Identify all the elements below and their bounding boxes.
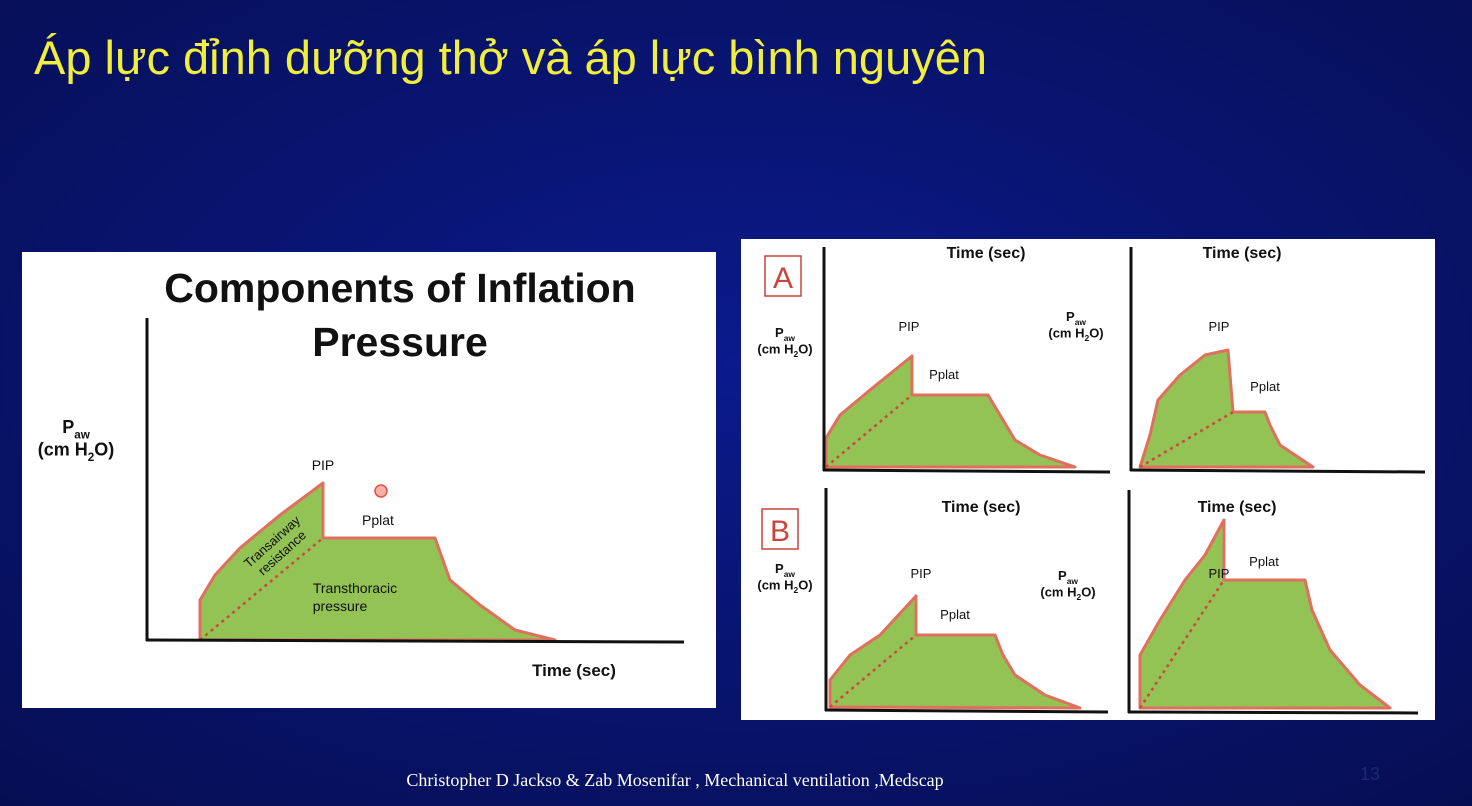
x-label: Time (sec) [942,499,1021,516]
y-label-symbol: Paw [62,417,91,441]
pplat-label: Pplat [1249,554,1279,569]
text-part: P [1066,309,1075,324]
right-panel [741,239,1435,720]
pressure-curve [198,481,557,642]
text-part: O) [1081,584,1095,599]
x-axis [824,708,1109,714]
thoracic-label: pressure [313,598,368,614]
dotted-line [825,394,913,468]
pressure-curve [1138,348,1315,469]
cursor-dot [374,484,388,498]
pressure-curve [1138,518,1392,710]
text-part: 2 [88,451,95,464]
text-part: O) [798,341,812,356]
pip-label: PIP [899,319,920,334]
slide-title: Áp lực đỉnh dưỡng thở và áp lực bình ngu… [34,31,987,84]
x-axis [1127,710,1419,715]
text-part: (cm H [757,577,793,592]
pressure-curve [828,594,1082,710]
text-part: P [1058,568,1067,583]
letter-box [761,508,799,550]
text-part: O) [94,440,114,460]
x-axis [1129,468,1426,474]
text-part: P [775,561,784,576]
text-part: 2 [1084,333,1089,343]
text-part: 2 [793,349,798,359]
text-part: aw [784,569,796,579]
text-part: 2 [1076,592,1081,602]
letter-box [764,255,802,297]
text-part: (cm H [38,440,88,460]
panel-title: Pressure [312,319,488,365]
pplat-label: Pplat [940,607,970,622]
y-label-unit: (cm H2O) [38,440,115,464]
pip-label: PIP [1209,566,1230,581]
text-part: (cm H [1040,584,1076,599]
thoracic-label: Transthoracic [313,580,397,596]
x-label: Time (sec) [532,661,616,680]
y-label-symbol: Paw [1058,568,1078,586]
text-part: (cm H [1048,325,1084,340]
text-part: P [775,325,784,340]
text-part: aw [74,428,91,441]
pressure-curve [824,354,1077,469]
x-label: Time (sec) [1203,245,1282,262]
y-label-symbol: Paw [775,325,795,343]
y-label-unit: (cm H2O) [757,577,812,595]
x-axis [822,468,1111,474]
dotted-line [829,634,917,708]
slide-number: 13 [1360,764,1380,784]
x-axis [145,638,685,644]
panel-title: Components of Inflation [164,265,635,311]
text-part: aw [1075,317,1087,327]
x-label: Time (sec) [947,245,1026,262]
x-label: Time (sec) [1198,499,1277,516]
y-label-symbol: Paw [1066,309,1086,327]
y-label-unit: (cm H2O) [1048,325,1103,343]
row-letter: A [773,262,793,295]
pip-label: PIP [1209,319,1230,334]
text-part: P [62,417,74,437]
citation: Christopher D Jackso & Zab Mosenifar , M… [406,770,943,790]
y-label-unit: (cm H2O) [757,341,812,359]
pplat-label: Pplat [1250,379,1280,394]
dotted-line [1138,579,1226,709]
y-label-unit: (cm H2O) [1040,584,1095,602]
y-label-symbol: Paw [775,561,795,579]
text-part: O) [798,577,812,592]
pplat-label: Pplat [929,367,959,382]
text-part: 2 [793,585,798,595]
pip-label: PIP [911,566,932,581]
dotted-line [199,537,324,641]
text-part: O) [1089,325,1103,340]
pplat-label: Pplat [362,512,394,528]
text-part: aw [1067,576,1079,586]
text-part: (cm H [757,341,793,356]
pip-label: PIP [312,457,335,473]
row-letter: B [770,515,790,548]
text-part: aw [784,333,796,343]
